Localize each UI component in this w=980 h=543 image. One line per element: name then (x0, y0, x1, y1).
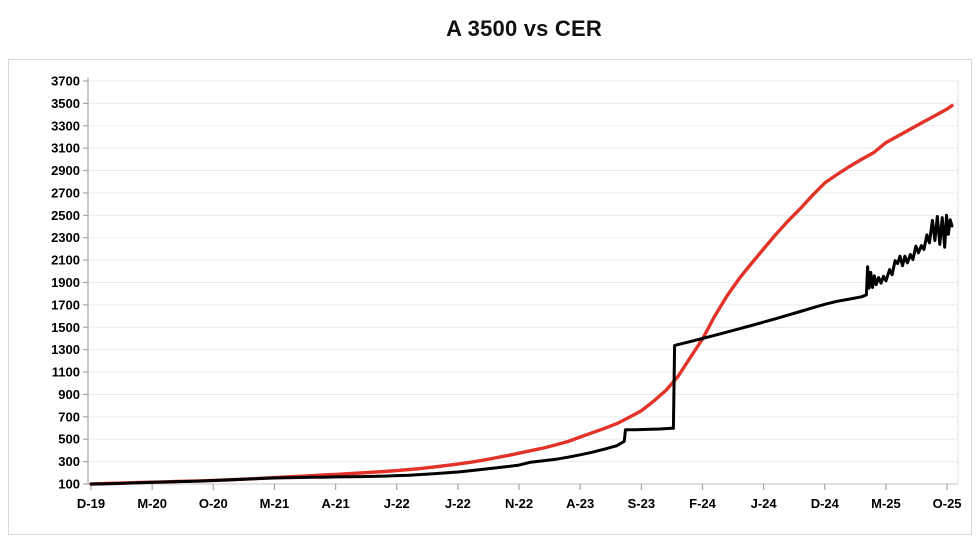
y-tick-label: 3500 (51, 96, 80, 111)
y-tick-label: 1700 (51, 297, 80, 312)
x-tick-label: O-25 (933, 496, 962, 511)
series-line-cer (89, 103, 954, 486)
y-tick-label: 2100 (51, 253, 80, 268)
y-tick-label: 1900 (51, 275, 80, 290)
y-tick-label: 3100 (51, 141, 80, 156)
y-tick-label: 2900 (51, 163, 80, 178)
x-tick-label: N-22 (505, 496, 533, 511)
x-tick-label: J-22 (384, 496, 410, 511)
y-tick-label: 100 (58, 477, 80, 492)
y-tick-label: 2500 (51, 208, 80, 223)
x-tick-label: J-24 (751, 496, 778, 511)
x-tick-label: F-24 (689, 496, 717, 511)
y-tick-label: 3700 (51, 74, 80, 89)
y-tick-label: 2300 (51, 230, 80, 245)
y-tick-label: 300 (58, 454, 80, 469)
series-line-a-3500 (89, 213, 954, 486)
x-tick-label: M-25 (871, 496, 901, 511)
x-tick-label: A-23 (566, 496, 594, 511)
y-tick-label: 2700 (51, 185, 80, 200)
y-tick-label: 3300 (51, 118, 80, 133)
x-tick-label: S-23 (628, 496, 655, 511)
y-tick-label: 500 (58, 432, 80, 447)
y-tick-label: 1300 (51, 342, 80, 357)
x-tick-label: D-24 (811, 496, 840, 511)
y-tick-label: 700 (58, 409, 80, 424)
x-tick-label: J-22 (445, 496, 471, 511)
x-tick-label: A-21 (322, 496, 350, 511)
x-tick-label: D-19 (77, 496, 105, 511)
y-tick-label: 1100 (52, 365, 80, 380)
y-tick-label: 1500 (51, 320, 80, 335)
chart-title: A 3500 vs CER (446, 16, 602, 41)
y-tick-label: 900 (58, 387, 80, 402)
x-tick-label: M-21 (260, 496, 290, 511)
chart-plot-frame (8, 59, 972, 535)
x-tick-label: M-20 (137, 496, 167, 511)
x-tick-label: O-20 (199, 496, 228, 511)
